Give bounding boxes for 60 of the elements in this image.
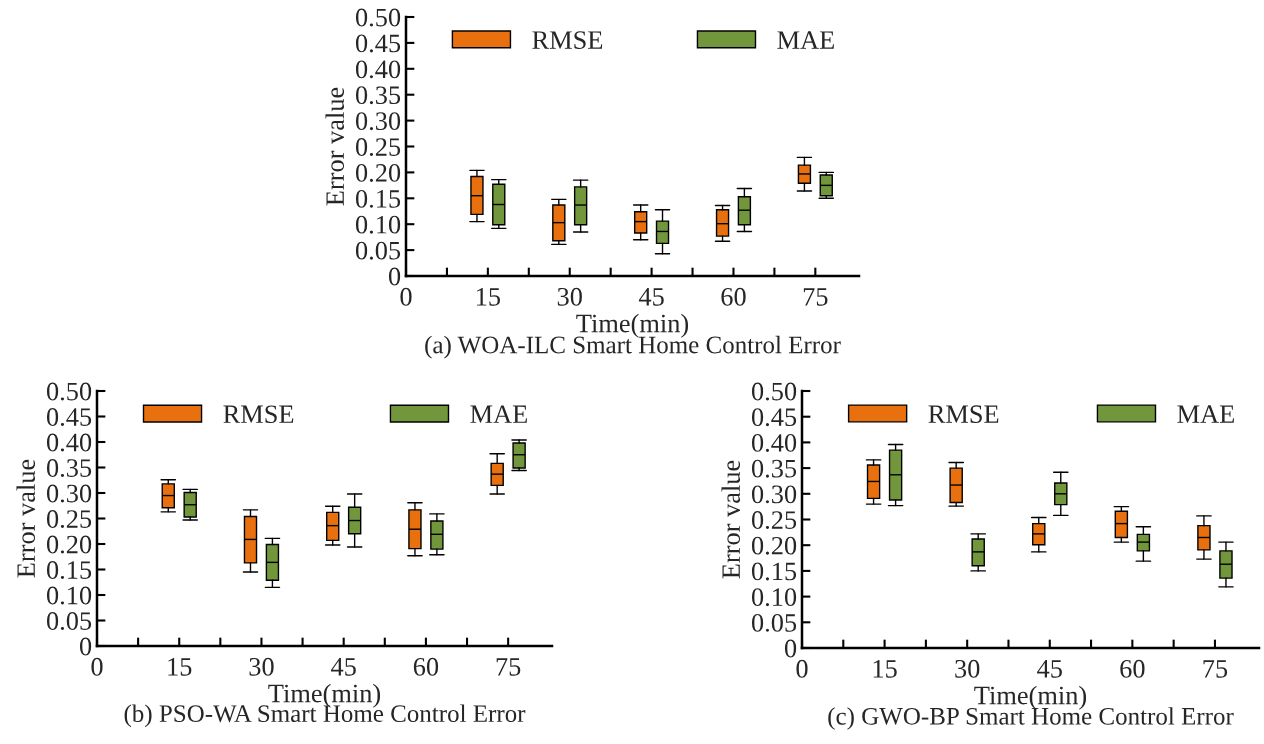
y-tick-label: 0.25 — [355, 138, 401, 157]
x-tick-label: 60 — [413, 657, 439, 676]
x-tick-label: 30 — [955, 659, 980, 678]
y-tick-label: 0.15 — [751, 562, 797, 581]
legend-label: RMSE — [223, 405, 294, 424]
x-axis-title: Time(min) — [974, 685, 1087, 710]
x-tick-label: 15 — [873, 660, 897, 678]
y-tick-label: 0.05 — [355, 241, 401, 260]
y-tick-label: 0.40 — [355, 60, 401, 79]
y-tick-label: 0.50 — [751, 382, 797, 401]
y-tick-label: 0.20 — [751, 536, 797, 555]
y-tick-label: 0.10 — [355, 215, 401, 234]
y-tick-label: 0.20 — [355, 164, 401, 182]
y-tick-label: 0.45 — [355, 34, 401, 53]
x-tick-label: 60 — [721, 287, 746, 306]
y-tick-label: 0.30 — [751, 485, 797, 504]
x-tick-label: 75 — [803, 288, 828, 306]
x-tick-label: 75 — [496, 658, 521, 676]
y-tick-label: 0.20 — [46, 535, 92, 554]
y-axis-title: Error value — [325, 87, 345, 206]
y-tick-label: 0.50 — [46, 382, 92, 401]
y-tick-label: 0 — [784, 639, 797, 658]
legend-label: RMSE — [532, 31, 603, 49]
legend-label: MAE — [777, 31, 834, 49]
legend-label: RMSE — [928, 405, 999, 424]
y-tick-label: 0 — [79, 637, 92, 656]
x-tick-label: 45 — [1037, 660, 1062, 678]
y-tick-label: 0.05 — [751, 613, 797, 632]
legend-label: MAE — [470, 405, 527, 423]
y-tick-label: 0 — [388, 267, 401, 286]
y-tick-label: 0.15 — [355, 189, 401, 208]
y-tick-label: 0.35 — [46, 459, 92, 478]
x-tick-label: 30 — [249, 657, 274, 676]
x-tick-label: 15 — [476, 288, 501, 306]
y-axis-title: Error value — [16, 459, 36, 578]
x-tick-label: 75 — [1203, 660, 1228, 678]
y-tick-label: 0.10 — [751, 588, 797, 607]
y-tick-label: 0.50 — [355, 8, 401, 27]
text: (c) GWO-BP Smart Home Control Error — [828, 707, 1234, 730]
y-tick-label: 0.40 — [46, 433, 92, 452]
y-tick-label: 0.30 — [46, 484, 92, 503]
x-tick-label: 60 — [1120, 659, 1145, 678]
y-tick-label: 0.30 — [355, 112, 401, 131]
x-tick-label: 15 — [168, 658, 192, 676]
y-tick-label: 0.40 — [751, 434, 797, 452]
x-tick-label: 45 — [331, 658, 356, 676]
y-tick-label: 0.35 — [355, 86, 401, 105]
y-tick-label: 0.10 — [46, 586, 92, 605]
x-tick-label: 30 — [557, 287, 582, 306]
x-tick-label: 45 — [638, 288, 664, 306]
legend-label: MAE — [1177, 405, 1234, 423]
x-axis-title: Time(min) — [576, 313, 689, 338]
y-axis-title: Error value — [721, 460, 741, 579]
y-tick-label: 0.45 — [46, 408, 92, 427]
y-tick-label: 0.25 — [751, 511, 797, 530]
y-tick-label: 0.05 — [46, 612, 92, 631]
y-tick-label: 0.45 — [751, 408, 797, 427]
y-tick-label: 0.25 — [46, 510, 92, 529]
y-tick-label: 0.15 — [46, 561, 92, 580]
y-tick-label: 0.35 — [751, 459, 797, 478]
